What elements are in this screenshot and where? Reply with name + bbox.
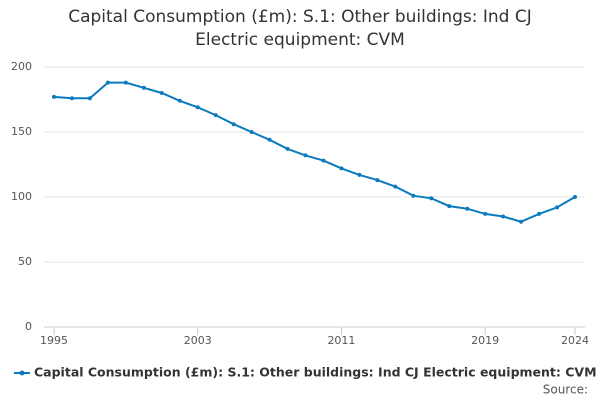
chart-title: Capital Consumption (£m): S.1: Other bui… [68, 7, 532, 50]
y-tick-label: 200 [11, 60, 32, 73]
point [195, 105, 200, 110]
point [537, 211, 542, 216]
point [429, 196, 434, 201]
point [483, 211, 488, 216]
point [411, 193, 416, 198]
x-tick-label: 1995 [40, 334, 68, 347]
legend-label: Capital Consumption (£m): S.1: Other bui… [34, 365, 597, 380]
point [555, 205, 560, 210]
y-tick-label: 100 [11, 190, 32, 203]
point [69, 96, 74, 101]
x-tick-label: 2003 [184, 334, 212, 347]
point [123, 80, 128, 85]
point [141, 85, 146, 90]
point [52, 94, 56, 99]
point [177, 98, 182, 103]
point [87, 96, 92, 101]
point [249, 130, 254, 134]
point [501, 214, 506, 219]
point [357, 172, 362, 177]
y-tick-label: 150 [11, 125, 32, 138]
point [267, 137, 272, 142]
point [519, 219, 524, 224]
x-tick-label: 2011 [327, 334, 355, 347]
point [231, 122, 236, 127]
source: Source: [543, 383, 588, 397]
y-tick-label: 50 [18, 255, 32, 268]
point [303, 153, 308, 158]
point [375, 178, 380, 183]
point [447, 204, 452, 209]
point [321, 158, 326, 163]
line [53, 81, 576, 223]
point [339, 166, 344, 171]
point [105, 80, 110, 85]
point [573, 195, 577, 199]
x-tick-label: 2024 [561, 334, 589, 347]
point [465, 206, 470, 211]
y-tick-label: 0 [25, 320, 32, 333]
point [213, 113, 218, 118]
point [285, 146, 290, 151]
point [159, 91, 164, 95]
legend-marker [19, 370, 25, 376]
point [393, 184, 398, 189]
x-tick-label: 2019 [471, 334, 499, 347]
